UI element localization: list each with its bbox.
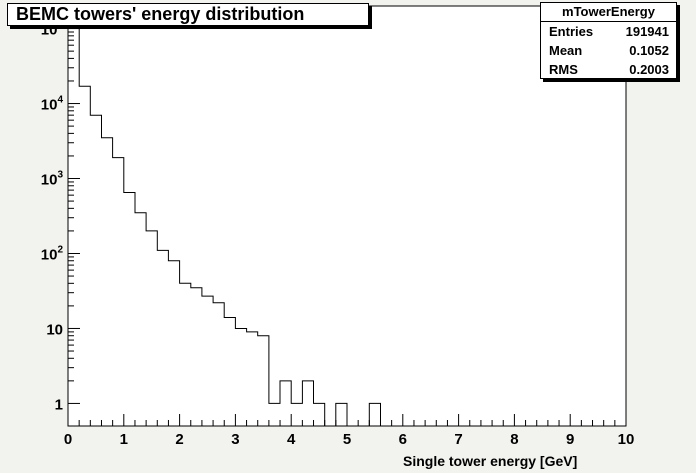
y-tick-label: 10 <box>46 321 63 338</box>
stats-row-entries: Entries 191941 <box>541 22 676 41</box>
x-tick-label: 4 <box>287 431 296 448</box>
x-tick-label: 7 <box>454 431 462 448</box>
x-tick-label: 6 <box>399 431 407 448</box>
stats-value: 191941 <box>625 24 669 39</box>
x-tick-label: 5 <box>343 431 351 448</box>
x-tick-label: 9 <box>566 431 574 448</box>
x-axis-title: Single tower energy [GeV] <box>403 453 578 469</box>
y-tick-label: 103 <box>41 170 64 189</box>
stats-label: Mean <box>549 43 583 58</box>
y-tick-label: 104 <box>41 95 64 114</box>
x-tick-label: 1 <box>120 431 128 448</box>
x-tick-label: 2 <box>175 431 183 448</box>
y-tick-label: 1 <box>55 396 63 413</box>
x-tick-label: 0 <box>64 431 72 448</box>
x-tick-label: 8 <box>510 431 518 448</box>
stats-value: 0.2003 <box>629 62 669 77</box>
x-tick-label: 10 <box>618 431 635 448</box>
stats-label: Entries <box>549 24 594 39</box>
histogram-line <box>67 10 626 427</box>
stats-row-rms: RMS 0.2003 <box>541 60 676 79</box>
chart-title: BEMC towers' energy distribution <box>7 3 369 26</box>
x-axis: 0 1 2 3 4 5 6 7 8 9 10 <box>64 414 635 448</box>
x-tick-label: 3 <box>231 431 239 448</box>
stats-row-mean: Mean 0.1052 <box>541 41 676 60</box>
stats-box: mTowerEnergy Entries 191941 Mean 0.1052 … <box>540 2 677 79</box>
plot-frame <box>67 5 627 427</box>
stats-label: RMS <box>549 62 578 77</box>
y-tick-label: 102 <box>41 244 64 263</box>
stats-value: 0.1052 <box>629 43 669 58</box>
stats-name: mTowerEnergy <box>541 3 676 22</box>
